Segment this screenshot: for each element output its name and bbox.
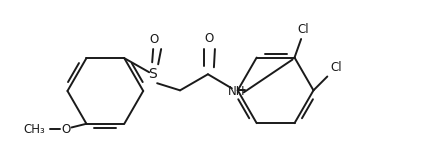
Text: O: O <box>61 123 70 136</box>
Text: S: S <box>148 67 157 81</box>
Text: Cl: Cl <box>331 61 342 74</box>
Text: CH₃: CH₃ <box>23 123 45 136</box>
Text: O: O <box>204 32 214 45</box>
Text: O: O <box>150 33 159 46</box>
Text: NH: NH <box>228 85 246 98</box>
Text: Cl: Cl <box>297 23 309 36</box>
